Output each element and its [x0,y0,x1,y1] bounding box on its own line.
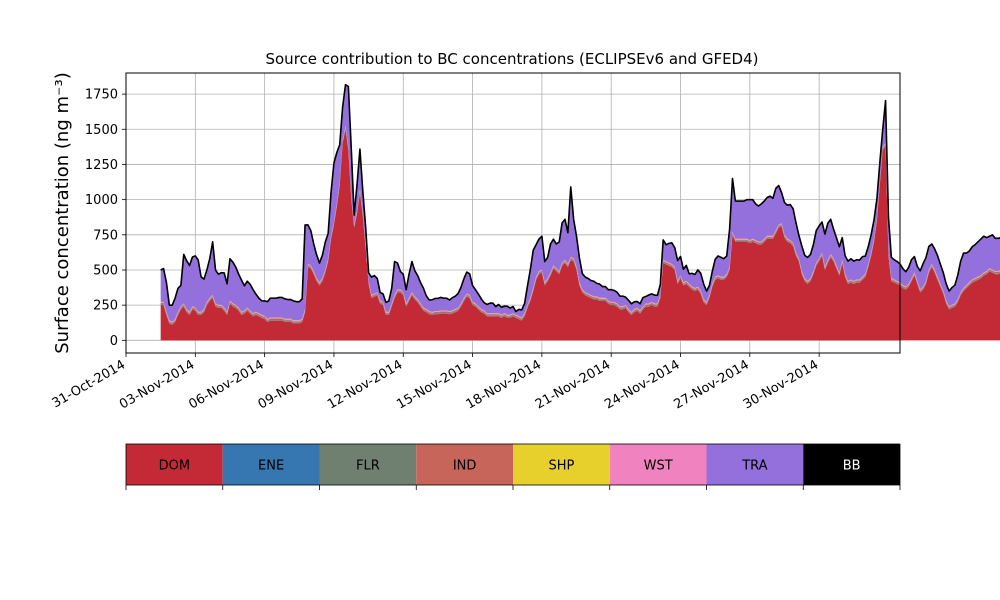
legend-label-shp: SHP [548,459,574,474]
legend-label-flr: FLR [356,459,380,474]
y-axis-label: Surface concentration (ng m⁻³) [52,72,73,354]
y-tick-label: 1250 [85,158,118,173]
legend-label-tra: TRA [741,459,767,474]
legend-swatch-flr [319,444,417,485]
legend-label-ind: IND [453,459,477,474]
chart-title: Source contribution to BC concentrations… [265,50,758,68]
legend-swatch-dom [126,444,223,485]
y-axis: 0 250 500 750 1000 1250 1500 1750 [85,88,126,349]
legend-label-ene: ENE [258,459,284,474]
y-tick-label: 500 [93,263,118,278]
legend-label-dom: DOM [159,459,190,474]
legend-swatch-tra [706,444,804,485]
legend-swatch-ene [222,444,320,485]
y-tick-label: 1000 [85,193,118,208]
y-tick-label: 1500 [85,123,118,138]
y-tick-label: 0 [110,334,118,349]
area-dom [160,129,1000,341]
legend-colorbar: DOM ENE FLR IND SHP WST TRA BB [125,443,901,490]
stacked-areas [160,84,1000,341]
legend-swatch-bb [803,444,900,485]
area-tra [160,84,1000,322]
y-tick-label: 250 [93,299,118,314]
y-tick-label: 1750 [85,88,118,103]
y-tick-label: 750 [93,228,118,243]
legend-swatch-ind [416,444,513,485]
plot-frame [125,72,901,354]
legend-label-bb: BB [843,459,861,474]
legend-label-wst: WST [644,459,673,474]
legend-swatch-shp [513,444,610,485]
legend-swatch-wst [609,444,707,485]
